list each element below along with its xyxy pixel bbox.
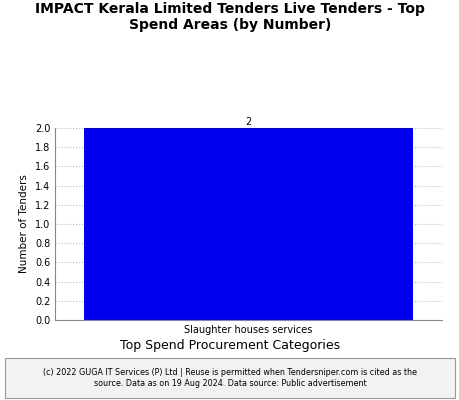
Y-axis label: Number of Tenders: Number of Tenders [19, 174, 29, 274]
FancyBboxPatch shape [5, 358, 454, 398]
Text: 2: 2 [245, 117, 251, 127]
Text: IMPACT Kerala Limited Tenders Live Tenders - Top
Spend Areas (by Number): IMPACT Kerala Limited Tenders Live Tende… [35, 2, 424, 32]
Text: Top Spend Procurement Categories: Top Spend Procurement Categories [120, 340, 339, 352]
Bar [84, 128, 412, 320]
Text: (c) 2022 GUGA IT Services (P) Ltd | Reuse is permitted when Tendersniper.com is : (c) 2022 GUGA IT Services (P) Ltd | Reus… [43, 368, 416, 388]
